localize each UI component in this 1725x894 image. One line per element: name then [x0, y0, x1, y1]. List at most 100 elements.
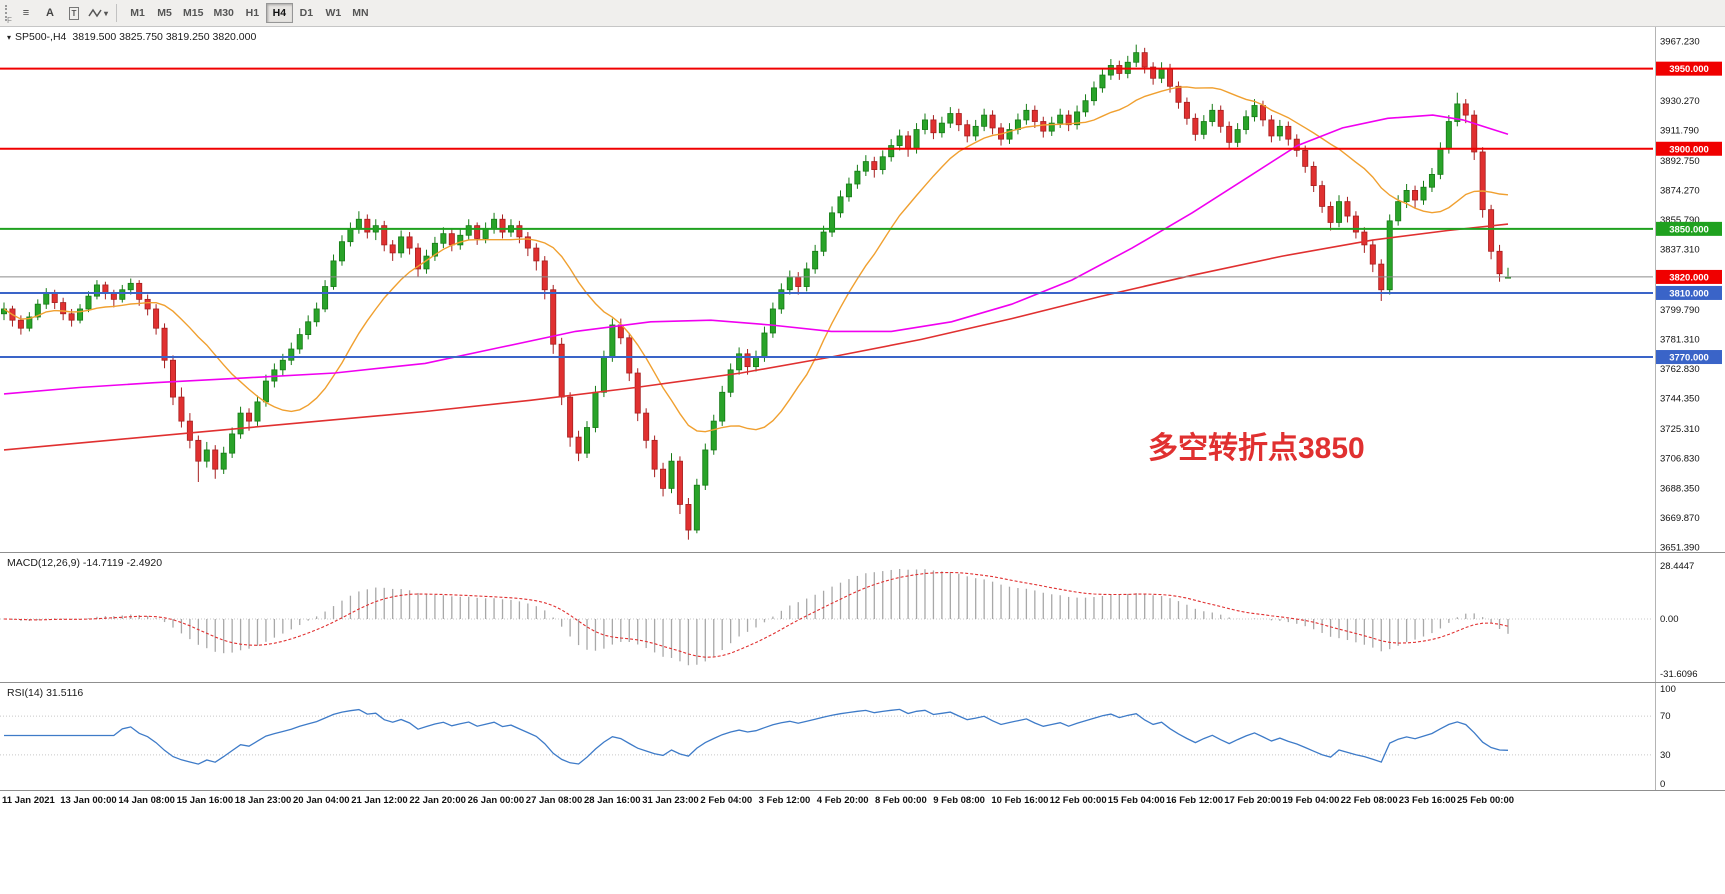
price-axis-label: 3706.830	[1660, 454, 1700, 465]
price-badge-3810.000: 3810.000	[1656, 285, 1722, 300]
chart-stack: 3967.230 3930.270 3911.790 3892.750 3874.270…	[0, 27, 1725, 894]
rsi-line	[4, 708, 1509, 765]
rsi-axis-label: 70	[1660, 711, 1671, 722]
price-axis-label: 3725.310	[1660, 424, 1700, 435]
svg-text:3950.000: 3950.000	[1669, 64, 1709, 75]
ma-mid-magenta	[3, 114, 1509, 395]
svg-text:3820.000: 3820.000	[1669, 272, 1709, 283]
price-axis-label: 3688.350	[1660, 483, 1700, 494]
price-badge-3900.000: 3900.000	[1656, 141, 1722, 156]
docked-toolbar-label-f: F	[7, 16, 12, 25]
lines-icon: ≡	[22, 7, 30, 19]
timeframe-button-m15[interactable]: M15	[178, 3, 208, 23]
price-chart-canvas[interactable]: 3967.230 3930.270 3911.790 3892.750 3874.270…	[0, 27, 1725, 552]
time-axis-label: 15 Jan 16:00	[176, 795, 234, 806]
time-axis-label: 26 Jan 00:00	[467, 795, 525, 806]
rsi-axis-label: 0	[1660, 779, 1665, 790]
bottom-empty-area	[0, 813, 1725, 894]
ma-fast-orange	[3, 86, 1509, 433]
price-badge-3850.000: 3850.000	[1656, 221, 1722, 236]
price-axis-label: 3930.270	[1660, 96, 1700, 107]
insert-text-button[interactable]: T	[63, 3, 85, 23]
price-axis-label: 3744.350	[1660, 394, 1700, 405]
time-axis-label: 9 Feb 08:00	[933, 795, 985, 806]
time-axis-label: 11 Jan 2021	[2, 795, 55, 806]
macd-canvas[interactable]: 28.4447 0.00 -31.6096	[0, 553, 1725, 682]
macd-signal-line	[3, 571, 1509, 658]
svg-text:3770.000: 3770.000	[1669, 353, 1709, 364]
macd-axis-label: 0.00	[1660, 614, 1679, 625]
price-axis-label: 3967.230	[1660, 37, 1700, 48]
svg-text:3900.000: 3900.000	[1669, 144, 1709, 155]
time-axis[interactable]: 11 Jan 2021 13 Jan 00:00 14 Jan 08:00 15 Ja…	[0, 791, 1725, 813]
macd-histogram	[11, 569, 1509, 666]
timeframe-button-m5[interactable]: M5	[151, 3, 178, 23]
time-axis-label: 3 Feb 12:00	[758, 795, 811, 806]
text-box-icon: T	[68, 6, 80, 20]
price-badge-3950.000: 3950.000	[1656, 61, 1722, 76]
macd-panel: 28.4447 0.00 -31.6096 MACD(12,26,9) -14.71…	[0, 553, 1725, 682]
timeframe-button-m30[interactable]: M30	[208, 3, 238, 23]
chart-annotation-text[interactable]: 多空转折点3850	[1148, 432, 1365, 465]
zigzag-icon	[88, 7, 102, 19]
time-axis-label: 12 Feb 00:00	[1049, 795, 1107, 806]
time-axis-label: 28 Jan 16:00	[584, 795, 641, 806]
price-axis-label: 3799.790	[1660, 305, 1700, 316]
macd-axis-label: -31.6096	[1660, 669, 1698, 680]
price-axis-label: 3669.870	[1660, 513, 1700, 524]
ohlc-values-text: 3819.500 3825.750 3819.250 3820.000	[72, 31, 257, 43]
time-axis-label: 23 Feb 16:00	[1398, 795, 1456, 806]
time-axis-label: 14 Jan 08:00	[118, 795, 175, 806]
price-panel: 3967.230 3930.270 3911.790 3892.750 3874.270…	[0, 27, 1725, 552]
time-axis-label: 21 Jan 12:00	[351, 795, 408, 806]
price-axis-label: 3874.270	[1660, 185, 1700, 196]
macd-label: MACD(12,26,9) -14.7119 -2.4920	[7, 557, 163, 569]
collapse-triangle-icon[interactable]: ▾	[7, 33, 12, 42]
letter-a-icon: A	[46, 7, 54, 19]
timeframe-button-h1[interactable]: H1	[239, 3, 266, 23]
svg-text:3850.000: 3850.000	[1669, 224, 1709, 235]
timeframe-button-w1[interactable]: W1	[320, 3, 347, 23]
panel-separator-rsi[interactable]	[0, 682, 1725, 683]
rsi-axis-label: 30	[1660, 750, 1671, 761]
drawing-tools-button[interactable]: ▾	[87, 3, 109, 23]
time-axis-label: 8 Feb 00:00	[875, 795, 927, 806]
price-badge-3820.000: 3820.000	[1656, 269, 1722, 284]
caret-down-icon: ▾	[104, 8, 109, 18]
rsi-label: RSI(14) 31.5116	[7, 687, 84, 699]
symbol-ohlc-label: ▾ SP500-,H4 3819.500 3825.750 3819.250 382…	[7, 31, 256, 43]
timeframe-button-h4[interactable]: H4	[265, 3, 293, 23]
symbol-timeframe-text: SP500-,H4	[15, 31, 67, 43]
panel-separator-macd[interactable]	[0, 552, 1725, 553]
panel-separator-bottom	[0, 790, 1725, 791]
price-axis-label: 3855.790	[1660, 215, 1700, 226]
time-axis-label: 16 Feb 12:00	[1166, 795, 1224, 806]
charts-list-button[interactable]: ≡	[15, 3, 37, 23]
price-axis-label: 3762.830	[1660, 364, 1700, 375]
toolbar-separator	[116, 4, 118, 22]
rsi-canvas[interactable]: 100 70 30 0	[0, 683, 1725, 790]
price-axis-label: 3651.390	[1660, 543, 1700, 552]
insert-text-label-button[interactable]: A	[39, 3, 61, 23]
price-axis-label: 3892.750	[1660, 156, 1700, 167]
timeframe-button-d1[interactable]: D1	[293, 3, 320, 23]
time-axis-label: 27 Jan 08:00	[525, 795, 583, 806]
price-axis-label: 3837.310	[1660, 245, 1700, 256]
toolbar-drag-handle[interactable]	[5, 5, 9, 21]
price-axis-label: 3911.790	[1660, 125, 1699, 136]
time-axis-label: 19 Feb 04:00	[1282, 795, 1340, 806]
price-axis-label: 3781.310	[1660, 334, 1700, 345]
macd-axis-label: 28.4447	[1660, 561, 1694, 572]
candlestick-series	[0, 44, 1512, 540]
timeframe-button-mn[interactable]: MN	[347, 3, 374, 23]
timeframe-toolbar: M1 M5 M15 M30 H1 H4 D1 W1 MN	[124, 3, 374, 23]
svg-text:3810.000: 3810.000	[1669, 288, 1709, 299]
timeframe-button-m1[interactable]: M1	[124, 3, 151, 23]
time-axis-label: 10 Feb 16:00	[991, 795, 1049, 806]
time-axis-label: 2 Feb 04:00	[700, 795, 753, 806]
time-axis-label: 25 Feb 00:00	[1457, 795, 1515, 806]
time-axis-label: 31 Jan 23:00	[642, 795, 699, 806]
time-axis-label: 22 Feb 08:00	[1340, 795, 1398, 806]
time-axis-label: 17 Feb 20:00	[1224, 795, 1282, 806]
time-axis-label: 4 Feb 20:00	[816, 795, 869, 806]
